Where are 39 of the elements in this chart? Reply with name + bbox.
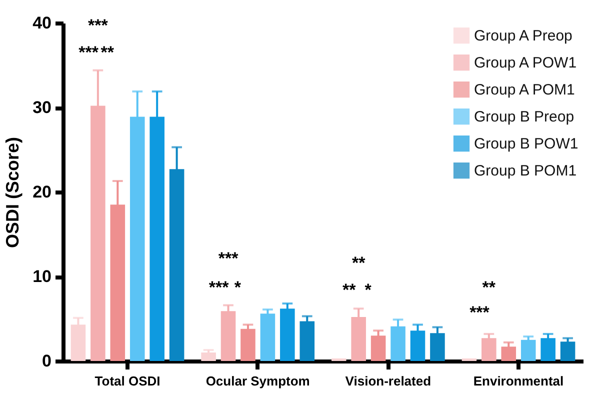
annotation: *** bbox=[208, 278, 230, 297]
legend-label: Group B POM1 bbox=[474, 162, 577, 180]
annotation: *** bbox=[218, 249, 239, 268]
annotation: * bbox=[234, 278, 242, 297]
legend-label: Group A POM1 bbox=[474, 82, 575, 98]
y-tick-label: 0 bbox=[42, 352, 52, 370]
annotation: *** bbox=[78, 42, 99, 62]
bar bbox=[560, 342, 576, 361]
annotation: ** bbox=[342, 280, 356, 300]
bar bbox=[520, 340, 536, 361]
bar bbox=[370, 336, 386, 361]
bar bbox=[260, 314, 276, 361]
legend-label: Group A POW1 bbox=[474, 54, 577, 72]
x-tick-label: Environmental bbox=[473, 374, 564, 388]
bar bbox=[462, 358, 477, 361]
annotation: ** bbox=[100, 42, 114, 62]
annotation: *** bbox=[88, 16, 108, 35]
bar bbox=[482, 338, 496, 361]
annotation: * bbox=[364, 280, 372, 300]
y-axis-title: OSDI (Score) bbox=[2, 136, 23, 248]
legend-label: Group A Preop bbox=[474, 28, 572, 44]
annotation: *** bbox=[470, 303, 490, 322]
bar bbox=[280, 308, 295, 361]
legend-label: Group B Preop bbox=[474, 108, 574, 126]
annotation: ** bbox=[352, 253, 366, 272]
y-tick-label: 10 bbox=[32, 267, 52, 286]
bar bbox=[501, 346, 516, 361]
bar bbox=[540, 338, 556, 361]
x-tick-label: Total OSDI bbox=[94, 374, 160, 388]
y-tick-label: 40 bbox=[32, 14, 52, 32]
x-tick-label: Ocular Symptom bbox=[206, 374, 310, 388]
bar bbox=[300, 321, 315, 361]
bar bbox=[240, 328, 256, 361]
annotation: ** bbox=[482, 278, 496, 297]
y-tick-label: 30 bbox=[32, 98, 52, 117]
x-tick-label: Vision-related bbox=[345, 374, 432, 388]
bar bbox=[331, 358, 346, 361]
y-tick-label: 20 bbox=[32, 182, 52, 202]
legend-label: Group B POW1 bbox=[474, 136, 578, 152]
